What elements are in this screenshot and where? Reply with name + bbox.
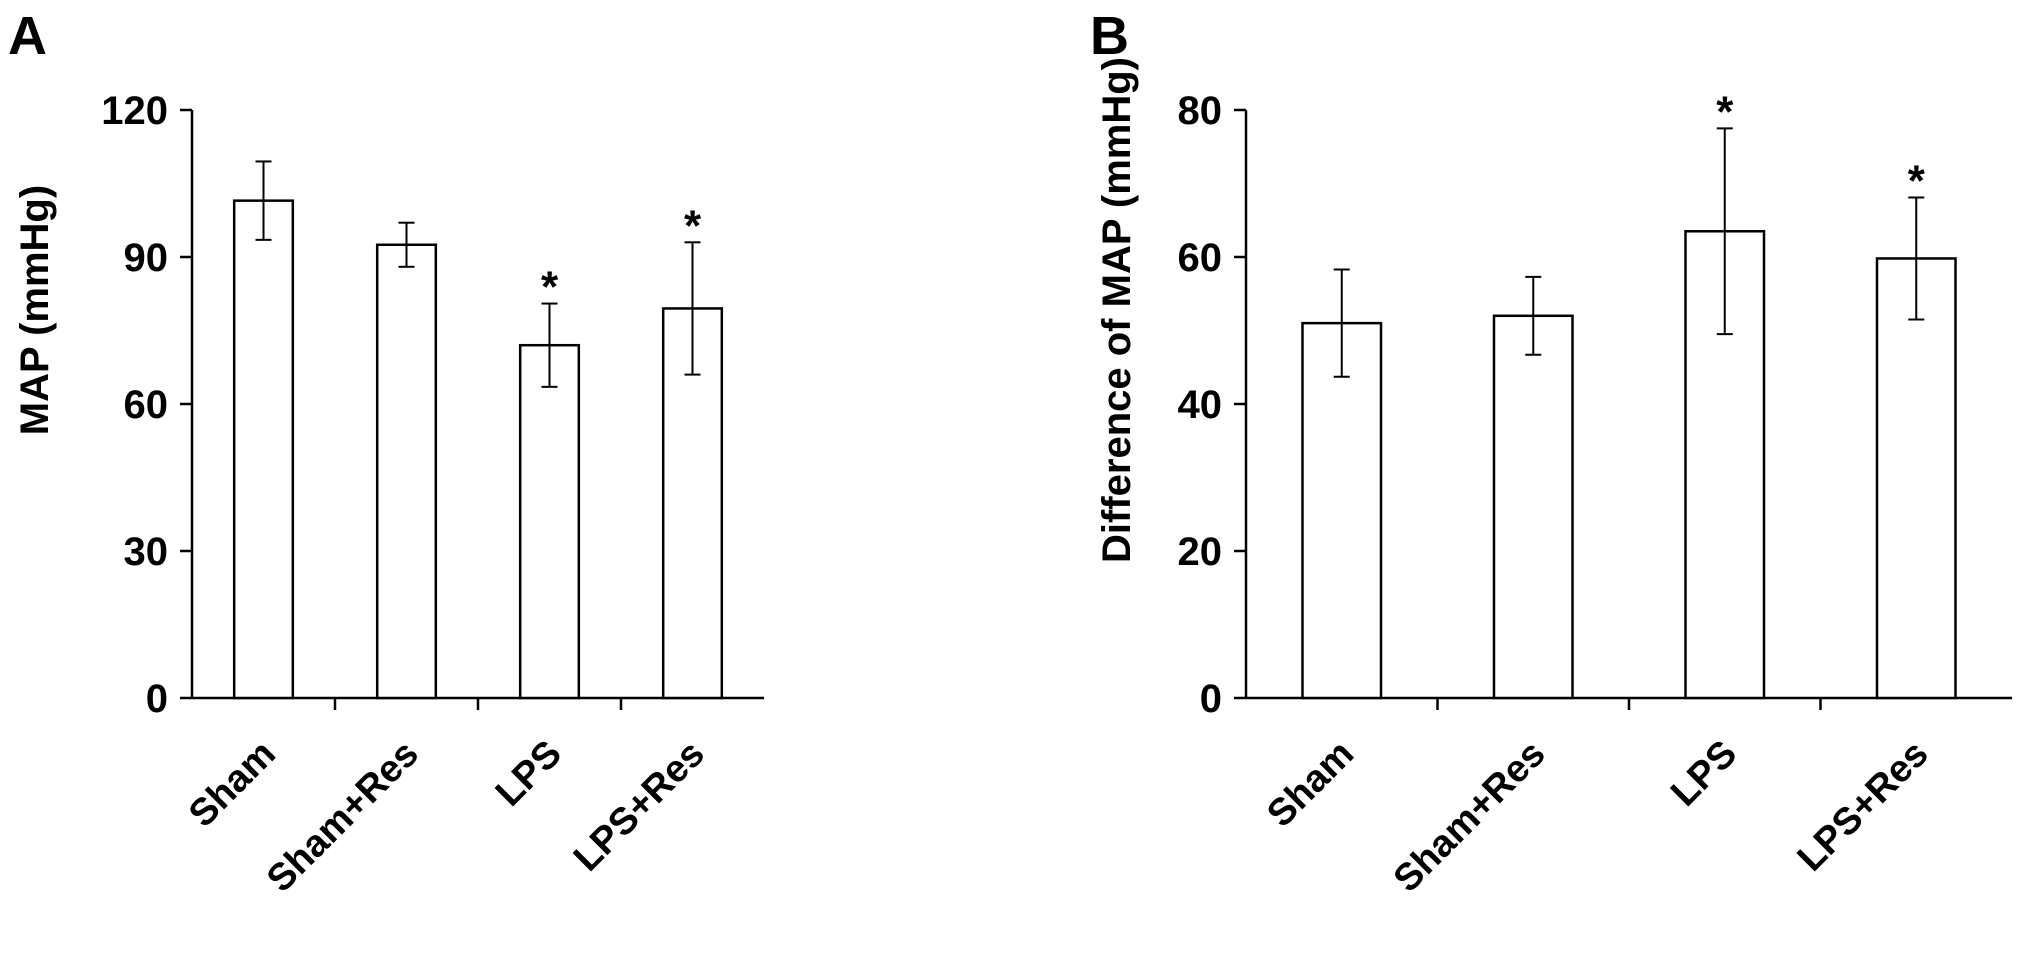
panel-label: B: [1090, 6, 1129, 66]
y-tick-label: 20: [1178, 530, 1223, 574]
x-tick-label: LPS+Res: [1790, 733, 1937, 880]
panel-b: B Difference of MAP (mmHg) 0 20 40 60 80 Sham…: [1090, 6, 2012, 901]
bar: [1492, 314, 1574, 700]
y-tick-label: 60: [1178, 236, 1223, 280]
y-tick-label: 60: [124, 383, 169, 427]
x-tick-label: Sham+Res: [259, 733, 427, 901]
x-tick-label: LPS: [1663, 733, 1745, 815]
x-tick-label: LPS+Res: [566, 733, 713, 880]
significance-marker: *: [541, 263, 559, 312]
bar: [375, 243, 438, 700]
y-tick-label: 40: [1178, 383, 1223, 427]
y-axis-label: Difference of MAP (mmHg): [1095, 57, 1139, 563]
x-tick-label: Sham+Res: [1386, 733, 1554, 901]
bar: [1301, 321, 1383, 700]
y-tick-label: 90: [124, 236, 169, 280]
bar: [518, 343, 581, 700]
y-tick-label: 30: [124, 530, 169, 574]
y-tick-label: 120: [101, 89, 168, 133]
y-tick-label: 0: [1200, 677, 1222, 721]
significance-marker: *: [1716, 87, 1734, 136]
y-tick-label: 0: [146, 677, 168, 721]
x-tick-label: LPS: [488, 733, 570, 815]
y-axis-label: MAP (mmHg): [13, 185, 57, 435]
significance-marker: *: [1908, 156, 1926, 205]
panel-label: A: [8, 6, 47, 66]
bar: [232, 199, 295, 700]
plot-area: 0 20 40 60 80 Sham Sham+Res * LPS * LPS+Res: [1178, 87, 2012, 901]
y-tick-label: 80: [1178, 89, 1223, 133]
bar: [1875, 257, 1957, 700]
significance-marker: *: [684, 201, 702, 250]
x-tick-label: Sham: [1259, 733, 1362, 836]
x-tick-label: Sham: [181, 733, 284, 836]
